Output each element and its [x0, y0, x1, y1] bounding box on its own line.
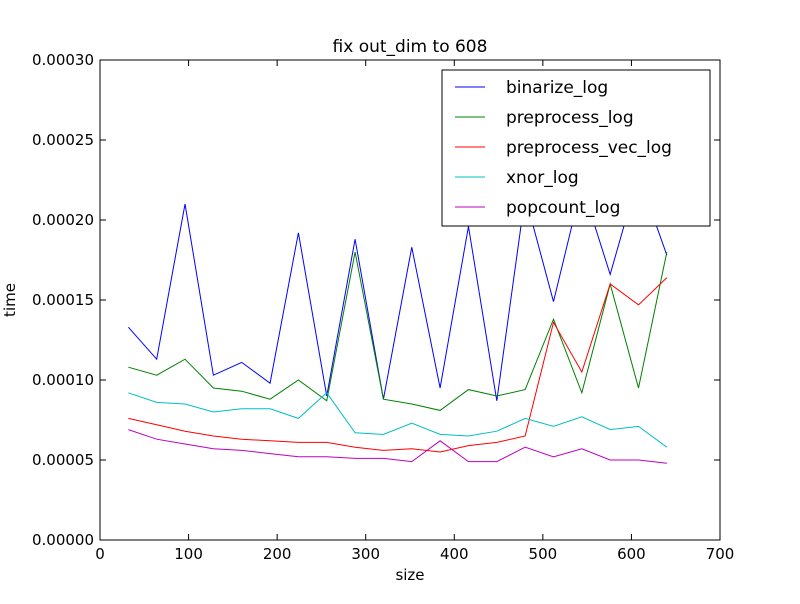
legend-box — [441, 69, 711, 227]
legend-label-preprocess-log: preprocess_log — [506, 108, 634, 128]
axis-layer: 0 100 200 300 400 500 600 700 0.00000 0.00005 0.00… — [32, 51, 734, 563]
x-axis-label: size — [395, 566, 424, 584]
y-tick-label: 0.00030 — [32, 51, 94, 69]
x-tick-label: 400 — [440, 545, 469, 563]
y-tick-label: 0.00010 — [32, 371, 94, 389]
x-tick-label: 0 — [95, 545, 105, 563]
legend: binarize_log preprocess_log preprocess_vec… — [441, 69, 711, 227]
y-tick-label: 0.00005 — [32, 451, 94, 469]
x-tick-label: 500 — [529, 545, 558, 563]
legend-label-xnor-log: xnor_log — [506, 168, 579, 188]
y-tick-label: 0.00020 — [32, 211, 94, 229]
series-line-xnor-log — [128, 392, 668, 448]
series-line-preprocess-log — [128, 251, 668, 411]
x-tick-label: 100 — [174, 545, 203, 563]
x-tick-label: 600 — [617, 545, 646, 563]
legend-label-preprocess-vec-log: preprocess_vec_log — [506, 138, 672, 158]
x-tick-label: 300 — [351, 545, 380, 563]
x-tick-label: 200 — [263, 545, 292, 563]
y-tick-label: 0.00015 — [32, 291, 94, 309]
x-tick-label: 700 — [706, 545, 735, 563]
y-axis-label: time — [1, 283, 19, 317]
series-line-popcount-log — [128, 429, 667, 464]
y-tick-label: 0.00000 — [32, 531, 94, 549]
legend-label-binarize-log: binarize_log — [506, 78, 608, 98]
series-line-preprocess-vec-log — [128, 277, 668, 453]
legend-label-popcount-log: popcount_log — [506, 198, 620, 218]
y-tick-label: 0.00025 — [32, 131, 94, 149]
chart-title: fix out_dim to 608 — [333, 37, 488, 57]
